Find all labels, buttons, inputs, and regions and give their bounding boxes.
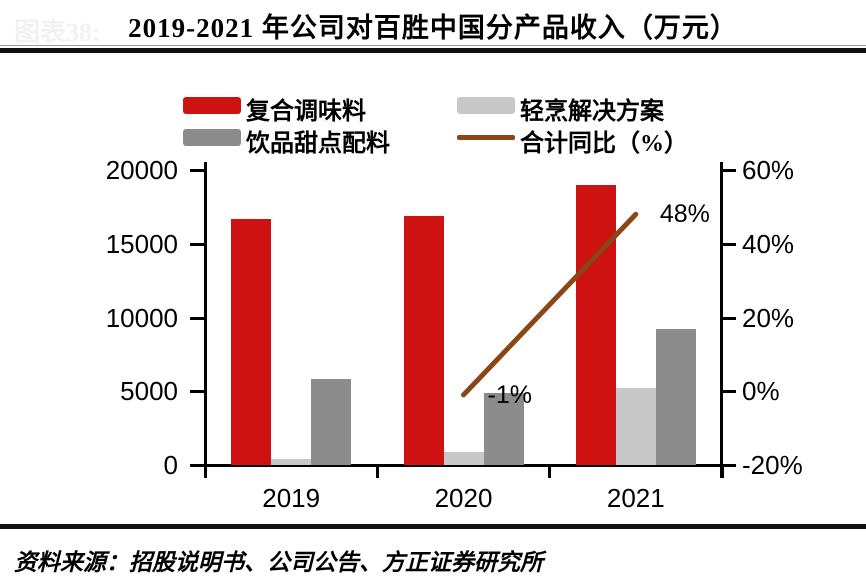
right-axis-tick-label: 20% (742, 302, 795, 333)
legend-swatch-compound-seasoning (183, 97, 241, 114)
left-axis-tick (190, 242, 204, 246)
source-note: 资料来源：招股说明书、公司公告、方正证券研究所 (14, 550, 543, 575)
legend-swatch-light-cooking-solutions (457, 97, 515, 114)
x-axis-label-2021: 2021 (606, 483, 665, 513)
legend-label-beverage-dessert-ingredients: 饮品甜点配料 (246, 131, 390, 157)
bar-compound-seasoning-2021 (575, 184, 616, 465)
bar-light-cooking-solutions-2019 (271, 459, 312, 465)
x-axis-tick (375, 465, 379, 478)
left-axis-line (204, 162, 207, 478)
right-axis-tick-label: 40% (742, 228, 795, 259)
legend-line-swatch-total-yoy (457, 135, 515, 140)
left-axis-tick (190, 169, 204, 172)
bar-light-cooking-solutions-2021 (615, 388, 656, 465)
right-axis-tick (723, 316, 736, 320)
bar-beverage-dessert-ingredients-2020 (483, 392, 524, 465)
legend-label-compound-seasoning: 复合调味料 (246, 99, 366, 125)
left-axis-tick-label: 20000 (105, 155, 178, 185)
legend-label-light-cooking-solutions: 轻烹解决方案 (520, 99, 664, 125)
figure-number-watermark: 图表38: (14, 18, 101, 47)
legend-swatch-beverage-dessert-ingredients (183, 129, 241, 146)
left-axis-tick-label: 0 (163, 450, 178, 480)
title-underline-thick (0, 48, 866, 53)
x-axis-tick (548, 465, 552, 478)
line-point-label-2021: 48% (659, 200, 710, 229)
x-axis-label-2020: 2020 (434, 483, 493, 513)
title-underline-thin (0, 45, 866, 46)
x-axis-tick (720, 465, 724, 478)
legend-label-total-yoy: 合计同比（%） (520, 131, 688, 157)
right-axis-tick (723, 390, 736, 394)
right-axis-tick-label: -20% (742, 450, 803, 480)
bar-beverage-dessert-ingredients-2021 (655, 329, 696, 465)
left-axis-tick (190, 464, 204, 467)
bar-beverage-dessert-ingredients-2019 (311, 379, 352, 465)
chart-title: 2019-2021 年公司对百胜中国分产品收入（万元） (128, 13, 738, 43)
bar-light-cooking-solutions-2020 (443, 451, 484, 465)
right-axis-tick-label: 60% (742, 155, 795, 185)
line-point-label-2020: -1% (487, 380, 532, 409)
left-axis-tick (190, 316, 204, 320)
x-axis-label-2019: 2019 (262, 483, 321, 513)
left-axis-tick (190, 390, 204, 394)
right-axis-tick-label: 0% (742, 376, 780, 407)
right-axis-tick (723, 169, 736, 172)
left-axis-tick-label: 5000 (120, 376, 178, 407)
legend: 复合调味料 轻烹解决方案饮品甜点配料 合计同比（%） (0, 0, 866, 170)
footer-rule (0, 524, 866, 529)
bar-compound-seasoning-2020 (403, 215, 444, 465)
left-axis-tick-label: 15000 (105, 228, 178, 259)
left-axis-tick-label: 10000 (105, 302, 178, 333)
x-axis-line (204, 464, 723, 467)
right-axis-tick (723, 242, 736, 246)
right-axis-line (720, 162, 723, 478)
bar-compound-seasoning-2019 (231, 218, 272, 465)
x-axis-tick (203, 465, 207, 478)
right-axis-tick (723, 464, 736, 467)
